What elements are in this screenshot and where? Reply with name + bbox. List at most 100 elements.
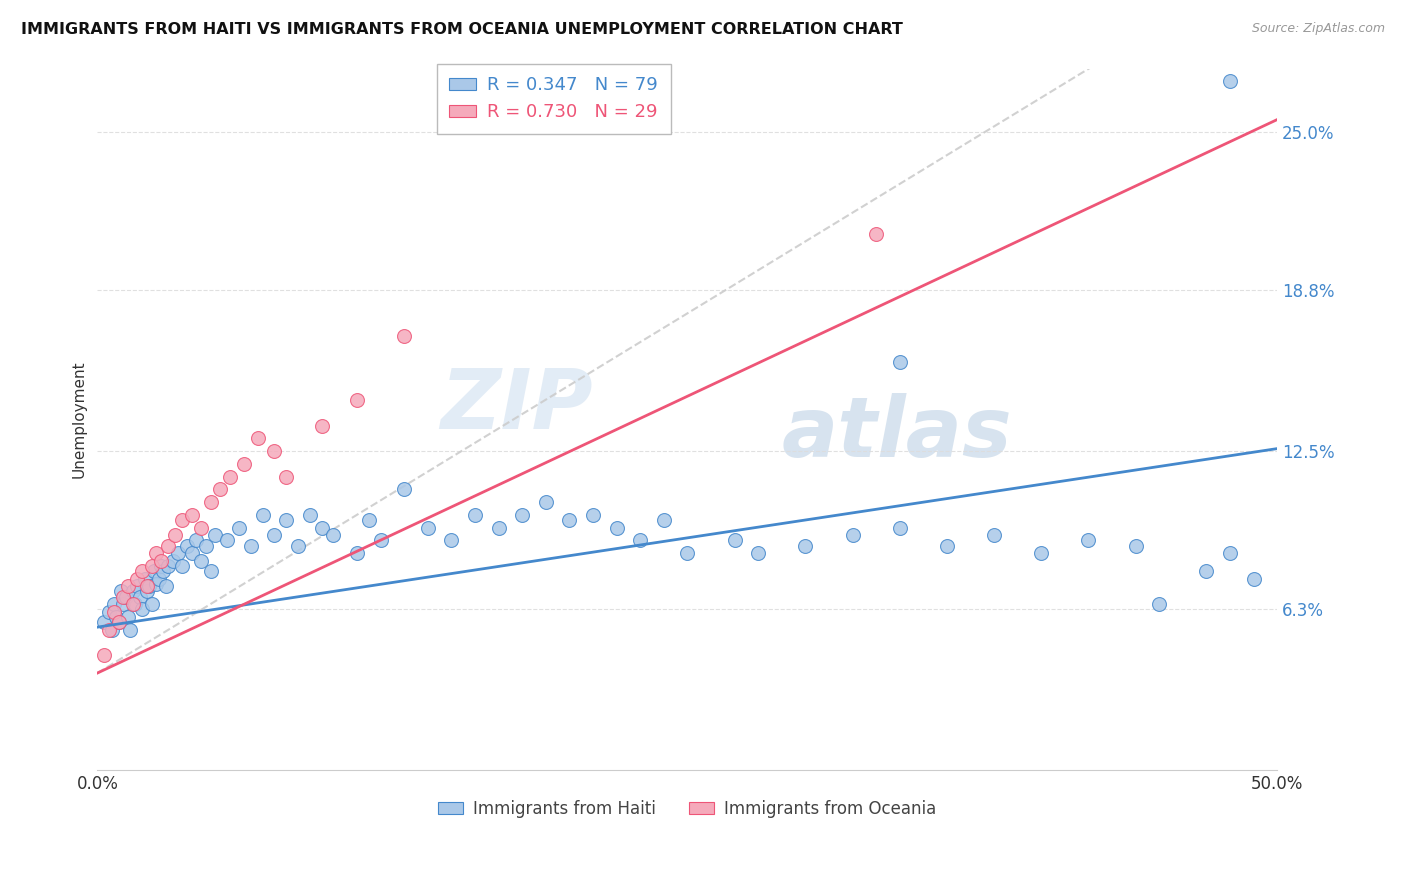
Point <box>172 558 194 573</box>
Point <box>128 590 150 604</box>
Point <box>841 528 863 542</box>
Point <box>166 546 188 560</box>
Point <box>676 546 699 560</box>
Point <box>218 469 240 483</box>
Point <box>150 558 173 573</box>
Point <box>217 533 239 548</box>
Point <box>107 615 129 629</box>
Point <box>298 508 321 522</box>
Point <box>322 528 344 542</box>
Point <box>534 495 557 509</box>
Point <box>200 564 222 578</box>
Point <box>983 528 1005 542</box>
Point <box>558 513 581 527</box>
Y-axis label: Unemployment: Unemployment <box>72 360 86 478</box>
Point <box>141 558 163 573</box>
Point <box>464 508 486 522</box>
Point <box>190 554 212 568</box>
Point <box>1219 546 1241 560</box>
Point <box>121 597 143 611</box>
Point <box>124 597 146 611</box>
Point <box>794 539 817 553</box>
Legend: Immigrants from Haiti, Immigrants from Oceania: Immigrants from Haiti, Immigrants from O… <box>432 794 943 825</box>
Point <box>263 528 285 542</box>
Point <box>488 521 510 535</box>
Point <box>370 533 392 548</box>
Point <box>148 572 170 586</box>
Point <box>135 579 157 593</box>
Point <box>127 579 149 593</box>
Point <box>112 597 135 611</box>
Point <box>276 469 298 483</box>
Point <box>121 584 143 599</box>
Text: atlas: atlas <box>782 392 1012 474</box>
Point <box>155 579 177 593</box>
Point <box>311 521 333 535</box>
Point <box>131 602 153 616</box>
Point <box>112 590 135 604</box>
Point <box>103 597 125 611</box>
Point <box>1243 572 1265 586</box>
Point <box>865 227 887 242</box>
Point <box>582 508 605 522</box>
Point <box>194 539 217 553</box>
Point <box>652 513 675 527</box>
Point <box>263 444 285 458</box>
Point <box>98 623 121 637</box>
Point <box>440 533 463 548</box>
Point <box>346 546 368 560</box>
Point <box>110 584 132 599</box>
Point <box>152 564 174 578</box>
Point <box>141 597 163 611</box>
Point <box>1195 564 1218 578</box>
Point <box>107 615 129 629</box>
Point <box>93 615 115 629</box>
Point <box>723 533 745 548</box>
Text: IMMIGRANTS FROM HAITI VS IMMIGRANTS FROM OCEANIA UNEMPLOYMENT CORRELATION CHART: IMMIGRANTS FROM HAITI VS IMMIGRANTS FROM… <box>21 22 903 37</box>
Point <box>131 564 153 578</box>
Point <box>145 546 167 560</box>
Point <box>628 533 651 548</box>
Point <box>180 508 202 522</box>
Point <box>287 539 309 553</box>
Point <box>889 355 911 369</box>
Point <box>176 539 198 553</box>
Point <box>276 513 298 527</box>
Point <box>143 564 166 578</box>
Point <box>392 329 415 343</box>
Point <box>120 623 142 637</box>
Point <box>117 610 139 624</box>
Point <box>117 579 139 593</box>
Point <box>935 539 957 553</box>
Point <box>416 521 439 535</box>
Point <box>100 623 122 637</box>
Point <box>232 457 254 471</box>
Point <box>228 521 250 535</box>
Point <box>1149 597 1171 611</box>
Point <box>1219 74 1241 88</box>
Point <box>190 521 212 535</box>
Point <box>138 579 160 593</box>
Point <box>180 546 202 560</box>
Point <box>157 558 180 573</box>
Point <box>127 572 149 586</box>
Text: Source: ZipAtlas.com: Source: ZipAtlas.com <box>1251 22 1385 36</box>
Point <box>889 521 911 535</box>
Point <box>134 572 156 586</box>
Point <box>1031 546 1053 560</box>
Point <box>200 495 222 509</box>
Point <box>186 533 208 548</box>
Point <box>239 539 262 553</box>
Point <box>162 554 184 568</box>
Point <box>392 483 415 497</box>
Point <box>1077 533 1099 548</box>
Point <box>150 554 173 568</box>
Point <box>209 483 232 497</box>
Point <box>605 521 627 535</box>
Point <box>93 648 115 663</box>
Point <box>105 610 128 624</box>
Point <box>145 576 167 591</box>
Point <box>311 418 333 433</box>
Point <box>172 513 194 527</box>
Point <box>157 539 180 553</box>
